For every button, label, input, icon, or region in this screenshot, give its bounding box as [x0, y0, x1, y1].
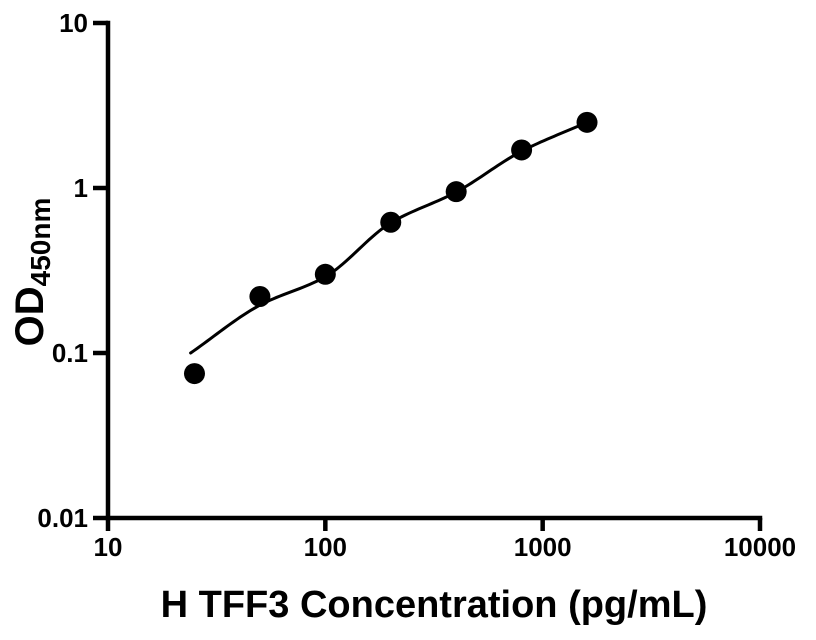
x-tick-label: 10000 [724, 532, 796, 562]
y-axis-title: OD450nm [7, 162, 56, 382]
data-point-100pg [314, 263, 336, 285]
y-axis-title-main: OD [8, 286, 52, 347]
y-tick-label: 1 [74, 173, 88, 203]
y-tick-label: 10 [59, 8, 88, 38]
x-tick-label: 10 [94, 532, 123, 562]
x-axis-title: H TFF3 Concentration (pg/mL) [160, 584, 708, 626]
data-point-50pg [249, 286, 271, 307]
x-tick-label: 100 [304, 532, 347, 562]
y-tick-label: 0.1 [52, 338, 88, 368]
data-point-200pg [380, 211, 402, 233]
data-point-1600pg [576, 111, 598, 133]
y-tick-label: 0.01 [37, 503, 88, 533]
y-axis-title-subscript: 450nm [25, 197, 56, 287]
data-point-800pg [511, 139, 533, 161]
x-tick-label: 1000 [514, 532, 572, 562]
data-point-25pg [183, 363, 205, 385]
data-point-400pg [445, 181, 467, 203]
